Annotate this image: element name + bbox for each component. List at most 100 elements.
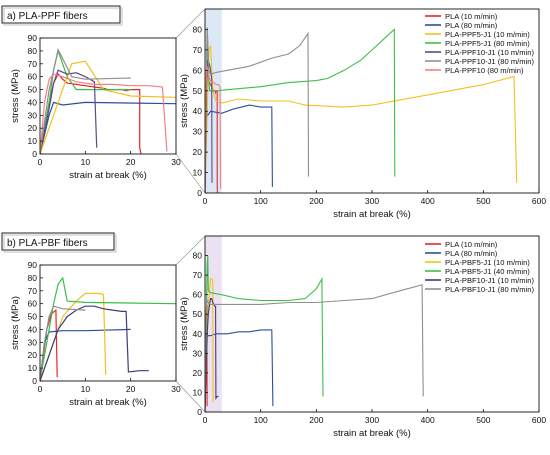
main-chart-a: 0 100 200 300 400 500 600 0 10 20 30 40 50 60 70 80 stra… [175,8,546,220]
y-tick-label: 30 [193,348,203,358]
inset-chart-a: 0 10 20 30 0 10 20 30 40 50 60 70 80 90 strain at brea… [10,33,181,181]
y-tick-label: 40 [193,329,203,339]
x-tick-label: 600 [532,415,546,425]
y-tick-label: 70 [193,45,203,55]
x-tick-label: 200 [309,196,323,206]
legend-entry: PLA-PPF10-J1 (80 m/min) [445,57,535,66]
plot-frame [39,37,177,155]
y-tick-label: 0 [32,149,37,159]
panel-b: b) PLA-PBF fibers 0 100 200 300 400 500 600010… [1,232,546,439]
x-tick-label: 400 [421,196,435,206]
series-line-1 [40,328,131,381]
legend-entry: PLA-PPF10 (80 m/min) [445,66,524,75]
x-tick-label: 500 [476,196,490,206]
legend-entry: PLA-PPF10-J1 (10 m/min) [445,48,535,57]
x-axis-label: strain at break (%) [69,170,147,181]
x-tick-label: 0 [38,384,43,394]
zoom-connector [175,8,206,39]
legend-a: PLA (10 m/min)PLA (80 m/min)PLA-PPF5-J1 … [425,12,535,75]
legend-entry: PLA (80 m/min) [445,249,498,258]
series-line-1 [40,101,176,154]
x-tick-label: 10 [81,157,91,167]
y-tick-label: 50 [28,85,38,95]
series-line-5 [40,47,131,154]
panel-a-label-shadow [3,7,123,26]
y-tick-label: 10 [28,136,38,146]
x-tick-label: 0 [203,196,208,206]
legend-entry: PLA-PBF10-J1 (80 m/min) [445,285,535,294]
series-line-5 [205,284,424,412]
main-chart-b: 0 100 200 300 400 500 600 0 10 20 30 40 50 60 70 80 stra… [175,235,546,439]
y-tick-label: 50 [193,309,203,319]
inset-chart-b: 0 10 20 30 0 10 20 30 40 50 60 70 80 90 strain at brea… [10,260,181,408]
x-tick-label: 30 [171,157,181,167]
y-tick-label: 30 [193,127,203,137]
x-tick-label: 100 [254,415,268,425]
y-tick-label: 10 [28,363,38,373]
x-tick-label: 400 [421,415,435,425]
panel-b-label: b) PLA-PBF fibers [7,238,88,249]
y-tick-label: 90 [28,260,38,270]
y-tick-label: 70 [28,59,38,69]
y-tick-label: 40 [28,97,38,107]
x-axis-label: strain at break (%) [333,428,411,439]
y-tick-label: 70 [28,286,38,296]
x-tick-label: 20 [126,384,136,394]
y-tick-label: 40 [193,106,203,116]
y-tick-label: 60 [193,290,203,300]
x-tick-label: 20 [126,157,136,167]
panel-b-label-box [1,232,115,251]
y-tick-label: 60 [28,72,38,82]
series-line-5 [40,305,86,381]
zoom-connector [175,235,206,266]
x-axis-label: strain at break (%) [69,397,147,408]
y-tick-label: 0 [32,376,37,386]
x-tick-label: 300 [365,196,379,206]
legend-entry: PLA-PPF5-J1 (10 m/min) [445,30,530,39]
legend-entry: PLA-PBF10-J1 (10 m/min) [445,276,535,285]
y-tick-label: 80 [193,24,203,34]
y-tick-label: 20 [193,368,203,378]
series-line-2 [205,45,518,193]
x-tick-label: 200 [309,415,323,425]
y-tick-label: 80 [28,273,38,283]
y-tick-label: 90 [28,33,38,43]
legend-b: PLA (10 m/min)PLA (80 m/min)PLA-PBF5-J1 … [425,240,535,294]
y-tick-label: 30 [28,110,38,120]
series-line-3 [40,276,176,381]
x-tick-label: 500 [476,415,490,425]
x-tick-label: 300 [365,415,379,425]
x-tick-label: 30 [171,384,181,394]
series-line-6 [205,66,222,193]
y-tick-label: 80 [28,46,38,56]
x-tick-label: 100 [254,196,268,206]
panel-a: a) PLA-PPF fibers 0 100 200 300 400 500 600010… [1,5,546,220]
series-line-2 [40,60,176,154]
panel-a-label-box [1,5,121,24]
y-tick-label: 10 [193,168,203,178]
series-line-3 [205,28,396,193]
series-line-3 [205,255,324,412]
series-line-6 [40,73,168,154]
y-tick-label: 80 [193,251,203,261]
y-tick-label: 40 [28,324,38,334]
y-tick-label: 10 [193,387,203,397]
y-tick-label: 0 [197,188,202,198]
zoom-connector [175,153,206,194]
y-axis-label: stress (MPa) [179,74,190,128]
legend-entry: PLA (10 m/min) [445,240,498,249]
x-tick-label: 0 [38,157,43,167]
x-tick-label: 600 [532,196,546,206]
y-tick-label: 50 [28,312,38,322]
y-axis-label: stress (MPa) [10,69,21,123]
y-tick-label: 0 [197,407,202,417]
x-tick-label: 10 [81,384,91,394]
y-tick-label: 20 [28,123,38,133]
y-tick-label: 60 [193,65,203,75]
legend-entry: PLA-PPF5-J1 (80 m/min) [445,39,530,48]
y-axis-label: stress (MPa) [10,296,21,350]
legend-entry: PLA-PBF5-J1 (10 m/min) [445,258,530,267]
series-line-4 [40,69,98,154]
y-tick-label: 20 [193,147,203,157]
